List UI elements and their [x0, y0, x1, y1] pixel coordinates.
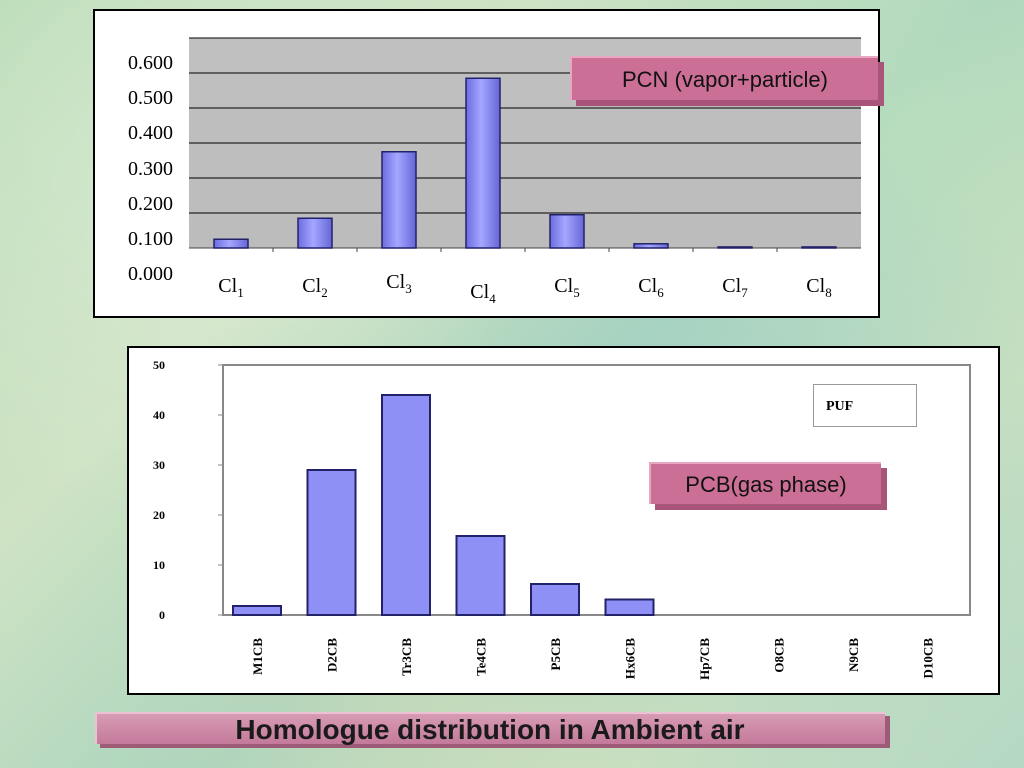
pcb-x-tick-label: Tr3CB	[399, 638, 414, 676]
pcb-annotation: PCB(gas phase)	[649, 462, 881, 504]
pcb-x-tick-label: P5CB	[548, 638, 563, 671]
pcb-bar	[306, 469, 357, 616]
pcb-x-tick-label: M1CB	[250, 638, 265, 675]
pcn-y-tick-label: 0.300	[128, 158, 173, 180]
pcn-x-tick-label: Cl2	[302, 275, 327, 300]
pcn-y-tick-label: 0.200	[128, 193, 173, 215]
pcn-y-tick-label: 0.400	[128, 122, 173, 144]
pcb-x-tick-label: D10CB	[921, 638, 936, 679]
pcn-x-tick-label: Cl3	[386, 271, 411, 296]
pcn-bar	[213, 238, 249, 249]
pcn-bar	[633, 243, 669, 249]
pcb-y-tick-label: 40	[153, 408, 165, 422]
pcn-y-tick-label: 0.500	[128, 87, 173, 109]
pcn-x-tick-label: Cl7	[722, 275, 748, 300]
pcb-y-tick-label: 20	[153, 508, 165, 522]
pcn-y-tick-label: 0.600	[128, 52, 173, 74]
pcn-bar	[297, 217, 333, 249]
pcn-bar	[801, 246, 837, 249]
pcb-legend: PUF	[813, 384, 917, 427]
pcb-bar	[604, 598, 655, 616]
pcb-plot-area	[222, 364, 971, 616]
pcn-y-tick-label: 0.000	[128, 263, 173, 285]
pcb-x-tick-label: D2CB	[325, 638, 340, 672]
pcn-x-tick-label: Cl6	[638, 275, 664, 300]
pcb-y-tick-label: 30	[153, 458, 165, 472]
pcb-x-tick-label: Hp7CB	[697, 638, 712, 680]
pcb-y-tick-label: 0	[159, 608, 165, 622]
pcn-x-tick-label: Cl1	[218, 275, 243, 300]
pcb-bar	[530, 583, 580, 616]
pcn-x-tick-label: Cl8	[806, 275, 831, 300]
pcn-x-tick-label: Cl4	[470, 281, 496, 306]
pcb-x-tick-label: Te4CB	[474, 638, 489, 676]
pcb-y-tick-label: 10	[153, 558, 165, 572]
pcb-y-tick-label: 50	[153, 358, 165, 372]
title-banner	[95, 712, 885, 744]
pcb-bar	[381, 394, 431, 616]
pcb-x-tick-label: O8CB	[772, 638, 787, 673]
pcb-bar	[232, 605, 282, 616]
page-title: Homologue distribution in Ambient air	[235, 714, 745, 745]
pcn-x-tick-label: Cl5	[554, 275, 579, 300]
pcn-y-tick-label: 0.100	[128, 228, 173, 250]
pcn-bar	[381, 151, 417, 249]
pcb-x-tick-label: N9CB	[846, 638, 861, 672]
pcn-bar	[717, 246, 753, 249]
pcb-bar	[455, 535, 506, 616]
pcn-bar	[465, 77, 501, 249]
pcn-annotation: PCN (vapor+particle)	[570, 56, 878, 100]
pcb-x-tick-label: Hx6CB	[623, 638, 638, 680]
pcn-bar	[549, 214, 585, 249]
pcb-chart: 0 10 20 30 40 50 M1CB D2CB Tr3CB Te4CB P5CB Hx6CB Hp…	[153, 358, 971, 680]
